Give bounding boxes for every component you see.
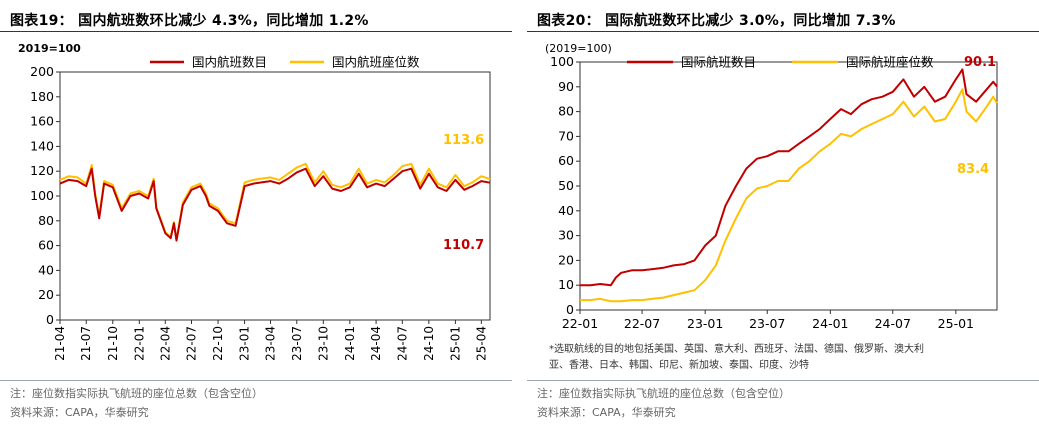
y-tick-label: 80: [38, 213, 54, 228]
footer-divider: [0, 380, 512, 381]
y-tick-label: 50: [558, 178, 574, 193]
legend-label: 国际航班数目: [681, 55, 756, 70]
y-tick-label: 30: [558, 228, 574, 243]
x-tick-label: 21-07: [79, 326, 93, 361]
y-tick-label: 60: [38, 238, 54, 253]
chart-source: 资料来源：CAPA，华泰研究: [10, 406, 149, 419]
data-label: 110.7: [443, 238, 484, 253]
chart-panel-international: 图表20： 国际航班数环比减少 3.0%，同比增加 7.3% (2019=100…: [527, 0, 1039, 427]
x-tick-label: 25-04: [474, 326, 488, 361]
title-divider: [0, 31, 512, 32]
y-tick-label: 140: [30, 138, 54, 153]
y-tick-label: 180: [30, 89, 54, 104]
unit-label: (2019=100): [545, 42, 612, 55]
x-tick-label: 22-01: [132, 326, 146, 361]
destination-footnote-line-1: *选取航线的目的地包括美国、英国、意大利、西班牙、法国、德国、俄罗斯、澳大利: [549, 344, 924, 355]
data-label: 83.4: [957, 162, 989, 177]
series-line: [59, 162, 491, 241]
series-line: [59, 167, 491, 242]
series-line: [580, 88, 998, 303]
y-tick-label: 0: [46, 312, 54, 327]
plot-frame: [579, 61, 998, 311]
chart-note: 注：座位数指实际执飞航班的座位总数（包含空位）: [537, 387, 790, 400]
legend-label: 国内航班座位数: [332, 55, 420, 70]
y-tick-label: 120: [30, 163, 54, 178]
chart-source: 资料来源：CAPA，华泰研究: [537, 406, 676, 419]
y-tick-label: 0: [566, 302, 574, 317]
y-tick-label: 60: [558, 153, 574, 168]
x-tick-label: 23-01: [687, 316, 723, 331]
footer-divider: [527, 380, 1039, 381]
legend-label: 国际航班座位数: [846, 55, 934, 70]
y-tick-label: 20: [558, 252, 574, 267]
title-divider: [527, 31, 1039, 32]
x-tick-label: 24-04: [369, 326, 383, 361]
data-label: 90.1: [964, 55, 996, 70]
plot-frame: [59, 71, 491, 321]
international-line-chart: (2019=100) 0 10 20 30 40 50 60 70 80 90 100 22-01 22-…: [545, 42, 998, 331]
y-tick-label: 40: [558, 203, 574, 218]
x-tick-label: 23-04: [264, 326, 278, 361]
y-tick-label: 80: [558, 104, 574, 119]
x-tick-label: 24-01: [812, 316, 848, 331]
x-tick-label: 23-01: [238, 326, 252, 361]
series-line: [580, 68, 998, 287]
x-tick-label: 21-10: [106, 326, 120, 361]
chart-note: 注：座位数指实际执飞航班的座位总数（包含空位）: [10, 387, 263, 400]
x-tick-label: 24-10: [422, 326, 436, 361]
legend-label: 国内航班数目: [192, 55, 267, 70]
domestic-line-chart: 2019=100 0 20 40 60 80 100 120 140 160 180 200 21-04…: [18, 42, 491, 361]
chart-title: 图表19： 国内航班数环比减少 4.3%，同比增加 1.2%: [10, 13, 369, 29]
chart-title: 图表20： 国际航班数环比减少 3.0%，同比增加 7.3%: [537, 13, 896, 29]
chart-panel-domestic: 图表19： 国内航班数环比减少 4.3%，同比增加 1.2% 2019=100 0…: [0, 0, 512, 427]
x-tick-label: 25-01: [448, 326, 462, 361]
y-tick-label: 90: [558, 79, 574, 94]
x-tick-label: 24-07: [395, 326, 409, 361]
y-tick-label: 70: [558, 128, 574, 143]
x-tick-label: 24-01: [343, 326, 357, 361]
x-tick-label: 22-07: [185, 326, 199, 361]
x-tick-label: 22-04: [158, 326, 172, 361]
y-tick-label: 100: [550, 54, 574, 69]
unit-label: 2019=100: [18, 42, 81, 55]
x-tick-label: 23-07: [290, 326, 304, 361]
x-tick-label: 23-07: [749, 316, 785, 331]
y-tick-label: 20: [38, 287, 54, 302]
destination-footnote-line-2: 亚、香港、日本、韩国、印尼、新加坡、泰国、印度、沙特: [549, 360, 809, 371]
x-tick-label: 22-10: [211, 326, 225, 361]
x-tick-label: 23-10: [316, 326, 330, 361]
y-tick-label: 40: [38, 262, 54, 277]
x-tick-label: 21-04: [53, 326, 67, 361]
y-tick-label: 100: [30, 188, 54, 203]
y-tick-label: 200: [30, 64, 54, 79]
y-tick-label: 10: [558, 277, 574, 292]
y-tick-label: 160: [30, 114, 54, 129]
x-tick-label: 24-07: [875, 316, 911, 331]
x-tick-label: 22-07: [624, 316, 660, 331]
data-label: 113.6: [443, 133, 484, 148]
x-tick-label: 25-01: [938, 316, 974, 331]
x-tick-label: 22-01: [562, 316, 598, 331]
